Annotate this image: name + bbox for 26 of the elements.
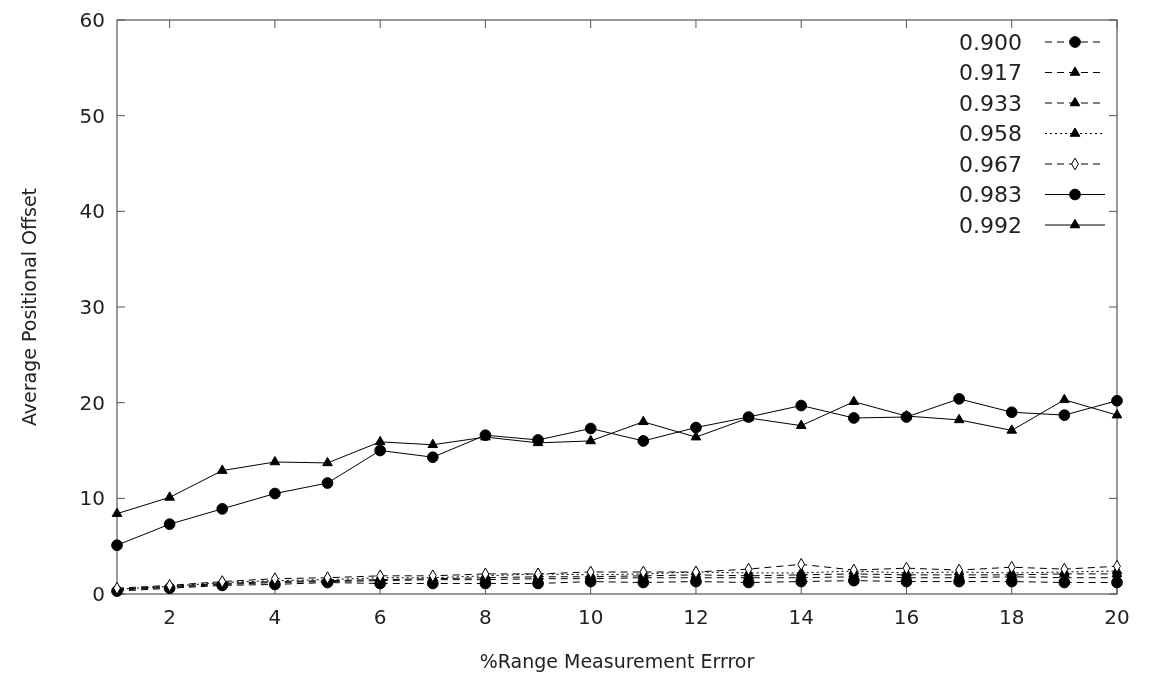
x-tick-label: 16 bbox=[893, 605, 920, 629]
y-tick-label: 20 bbox=[79, 390, 105, 415]
x-tick-label: 4 bbox=[268, 605, 282, 629]
legend-label: 0.983 bbox=[959, 182, 1022, 208]
legend-label: 0.917 bbox=[959, 60, 1022, 86]
y-tick-label: 30 bbox=[79, 295, 105, 319]
x-tick-label: 8 bbox=[479, 605, 492, 629]
x-tick-label: 12 bbox=[683, 605, 709, 629]
legend-label: 0.992 bbox=[959, 212, 1022, 238]
x-tick-label: 18 bbox=[999, 605, 1025, 629]
x-axis-title: %Range Measurement Errror bbox=[479, 650, 755, 672]
x-tick-label: 20 bbox=[1104, 605, 1130, 629]
y-tick-label: 0 bbox=[92, 582, 105, 606]
x-tick-label: 14 bbox=[788, 605, 814, 629]
y-tick-label: 50 bbox=[79, 103, 105, 128]
legend-label: 0.900 bbox=[959, 29, 1022, 55]
y-tick-label: 40 bbox=[79, 199, 105, 224]
y-axis-title: Average Positional Offset bbox=[18, 187, 40, 427]
legend-label: 0.958 bbox=[959, 121, 1022, 147]
x-tick-label: 10 bbox=[577, 605, 604, 629]
y-tick-label: 10 bbox=[79, 486, 105, 511]
x-tick-label: 6 bbox=[373, 605, 387, 629]
legend-label: 0.967 bbox=[959, 151, 1022, 177]
x-tick-label: 2 bbox=[163, 605, 176, 629]
legend-label: 0.933 bbox=[959, 90, 1022, 116]
y-tick-label: 60 bbox=[79, 8, 105, 32]
